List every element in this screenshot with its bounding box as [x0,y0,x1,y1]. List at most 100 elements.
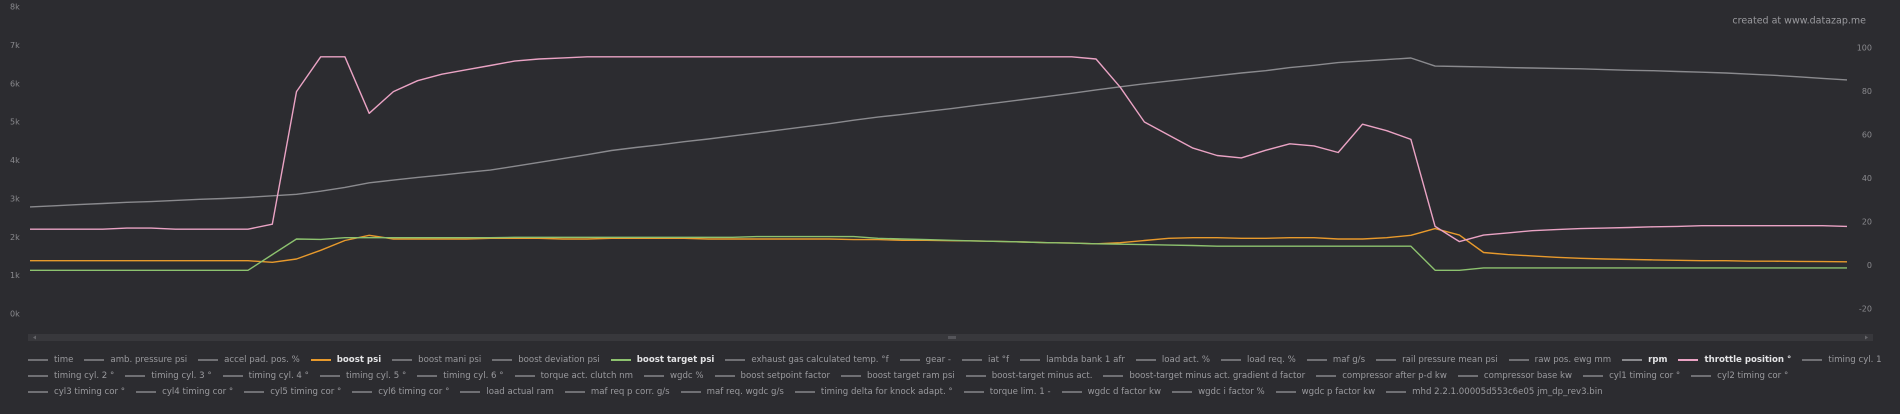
series-line [30,56,1848,243]
legend-swatch [564,391,585,393]
legend-item[interactable]: maf req p corr. g/s [564,385,670,399]
legend-item[interactable]: boost target ram psi [841,369,955,383]
legend-label: load req. % [1247,355,1296,365]
legend-label: exhaust gas calculated temp. °f [751,355,889,365]
legend-swatch [84,359,105,361]
legend-item[interactable]: timing cyl. 6 ° [417,369,504,383]
legend-item[interactable]: cyl3 timing cor ° [28,385,125,399]
legend-item[interactable]: boost-target minus act. [965,369,1092,383]
legend-item[interactable]: time [28,353,73,367]
legend-item[interactable]: accel pad. pos. % [198,353,300,367]
legend-item[interactable]: load actual ram [460,385,554,399]
legend-swatch [198,359,219,361]
legend-item[interactable]: load act. % [1135,353,1210,367]
legend-item[interactable]: wgdc % [643,369,704,383]
legend-item[interactable]: compressor after p-d kw [1316,369,1447,383]
legend-item[interactable]: cyl5 timing cor ° [244,385,341,399]
legend-swatch [28,391,48,393]
legend-swatch [310,359,331,361]
legend-label: gear - [925,355,951,365]
legend-swatch [125,375,146,377]
series-line [30,227,1848,263]
y2-tick-label: 0 [1867,261,1872,270]
legend-item[interactable]: boost setpoint factor [714,369,831,383]
legend-item[interactable]: torque act. clutch nm [514,369,633,383]
legend-item[interactable]: rpm [1622,353,1667,367]
legend-item[interactable]: timing cyl. 2 ° [28,369,114,383]
legend-label: maf g/s [1332,355,1366,365]
y-tick-label: 3k [10,194,20,203]
y2-tick-label: 60 [1862,131,1872,140]
legend-swatch [222,375,243,377]
legend-item[interactable]: cyl1 timing cor ° [1583,369,1680,383]
legend: time amb. pressure psi accel pad. pos. % bo… [28,353,1883,399]
legend-swatch [352,391,373,393]
legend-item[interactable]: cyl6 timing cor ° [352,385,449,399]
legend-label: time [54,355,74,365]
legend-label: torque act. clutch nm [540,371,633,381]
legend-swatch [244,391,265,393]
legend-item[interactable]: throttle position ° [1678,353,1791,367]
legend-label: timing cyl. 1 [1828,355,1882,365]
legend-item[interactable]: wgdc d factor kw [1061,385,1162,399]
legend-item[interactable]: gear - [899,353,951,367]
legend-swatch [610,359,631,361]
legend-item[interactable]: timing cyl. 5 ° [319,369,406,383]
legend-swatch [1306,359,1327,361]
legend-label: wgdc d factor kw [1087,387,1162,397]
legend-item[interactable]: timing delta for knock adapt. ° [794,385,953,399]
legend-label: raw pos. ewg mm [1534,355,1612,365]
legend-item[interactable]: amb. pressure psi [84,353,187,367]
legend-item[interactable]: compressor base kw [1457,369,1572,383]
legend-item[interactable]: boost mani psi [392,353,481,367]
legend-item[interactable]: timing cyl. 1 [1802,353,1882,367]
legend-label: lambda bank 1 afr [1046,355,1125,365]
legend-label: boost target ram psi [867,371,955,381]
legend-label: mhd 2.2.1.00005d553c6e05 jm_dp_rev3.bin [1412,387,1603,397]
legend-swatch [643,375,664,377]
legend-swatch [965,375,986,377]
legend-item[interactable]: cyl2 timing cor ° [1691,369,1788,383]
legend-item[interactable]: timing cyl. 3 ° [125,369,212,383]
legend-label: rpm [1648,355,1668,365]
legend-item[interactable]: lambda bank 1 afr [1020,353,1125,367]
legend-item[interactable]: boost deviation psi [492,353,600,367]
legend-item[interactable]: maf g/s [1306,353,1366,367]
legend-label: boost-target minus act. gradient d facto… [1129,371,1306,381]
legend-label: wgdc % [669,371,704,381]
y2-tick-label: 40 [1862,174,1872,183]
y-tick-label: 5k [10,118,20,127]
legend-item[interactable]: mhd 2.2.1.00005d553c6e05 jm_dp_rev3.bin [1386,385,1603,399]
legend-label: boost setpoint factor [740,371,831,381]
legend-item[interactable]: cyl4 timing cor ° [136,385,233,399]
legend-swatch [1135,359,1156,361]
legend-item[interactable]: timing cyl. 4 ° [222,369,309,383]
legend-item[interactable]: maf req. wgdc g/s [680,385,784,399]
legend-swatch [725,359,746,361]
legend-item[interactable]: boost-target minus act. gradient d facto… [1103,369,1305,383]
legend-item[interactable]: boost target psi [610,353,714,367]
legend-swatch [1316,375,1337,377]
legend-item[interactable]: rail pressure mean psi [1376,353,1498,367]
scroll-handle[interactable] [948,336,956,339]
legend-item[interactable]: exhaust gas calculated temp. °f [725,353,889,367]
legend-item[interactable]: boost psi [310,353,381,367]
legend-swatch [319,375,340,377]
legend-label: compressor after p-d kw [1342,371,1447,381]
legend-item[interactable]: torque lim. 1 - [963,385,1051,399]
legend-label: maf req. wgdc g/s [706,387,784,397]
legend-swatch [963,391,984,393]
legend-swatch [1386,391,1407,393]
legend-swatch [1691,375,1712,377]
legend-swatch [961,359,982,361]
legend-item[interactable]: wgdc p factor kw [1275,385,1375,399]
legend-label: wgdc i factor % [1198,387,1265,397]
y-tick-label: 8k [10,3,20,12]
legend-item[interactable]: load req. % [1221,353,1296,367]
legend-swatch [1020,359,1041,361]
legend-item[interactable]: iat °f [961,353,1009,367]
legend-item[interactable]: wgdc i factor % [1172,385,1265,399]
legend-swatch [899,359,920,361]
legend-item[interactable]: raw pos. ewg mm [1508,353,1612,367]
legend-swatch [1457,375,1478,377]
